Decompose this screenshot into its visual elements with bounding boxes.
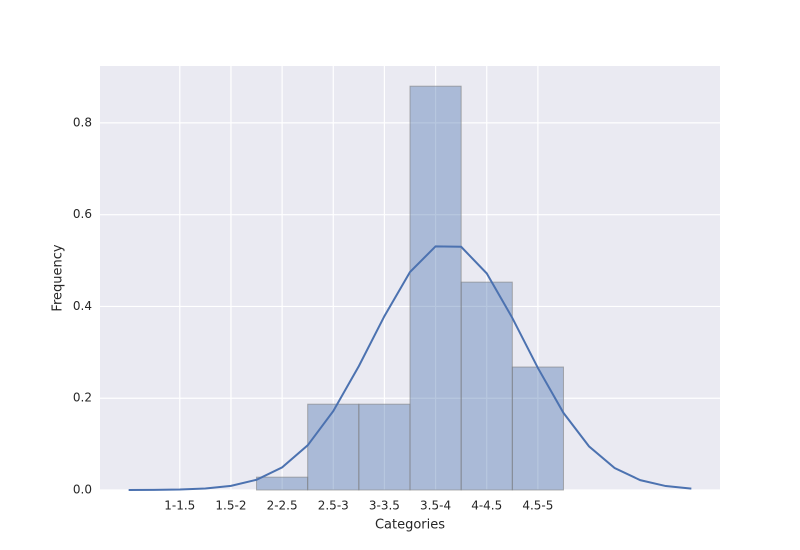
x-tick-label: 2.5-3 bbox=[318, 499, 349, 513]
bar bbox=[460, 281, 513, 491]
x-tick-label: 1-1.5 bbox=[164, 499, 195, 513]
x-tick-label: 4-4.5 bbox=[471, 499, 502, 513]
bar bbox=[409, 85, 462, 491]
y-tick-label: 0.2 bbox=[73, 391, 92, 405]
x-axis-label: Categories bbox=[375, 518, 445, 533]
x-tick-label: 1.5-2 bbox=[215, 499, 246, 513]
bar bbox=[256, 476, 309, 491]
bar bbox=[358, 403, 411, 491]
x-tick-label: 4.5-5 bbox=[522, 499, 553, 513]
bar bbox=[307, 403, 360, 491]
x-tick-label: 2-2.5 bbox=[267, 499, 298, 513]
y-axis-label: Frequency bbox=[51, 244, 66, 311]
x-tick-label: 3.5-4 bbox=[420, 499, 451, 513]
bar bbox=[511, 366, 564, 491]
x-tick-label: 3-3.5 bbox=[369, 499, 400, 513]
y-tick-label: 0.8 bbox=[73, 115, 92, 129]
y-tick-label: 0.4 bbox=[73, 299, 92, 313]
y-tick-label: 0.0 bbox=[73, 483, 92, 497]
density-curve bbox=[128, 245, 692, 491]
y-tick-label: 0.6 bbox=[73, 207, 92, 221]
